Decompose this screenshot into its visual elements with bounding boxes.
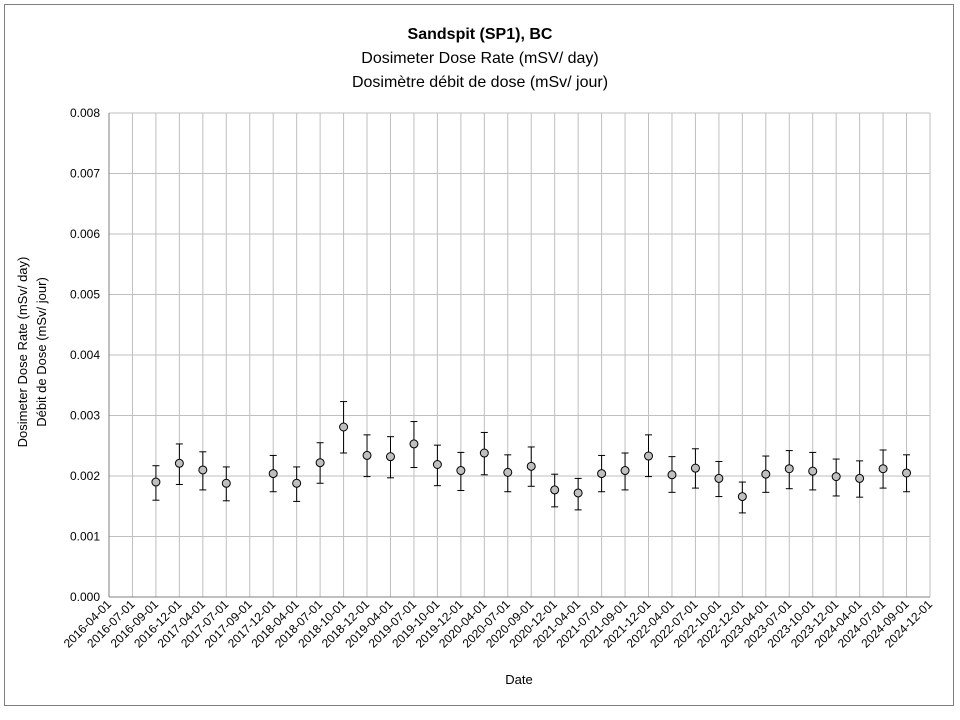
y-tick-label: 0.005 [70, 288, 100, 302]
y-axis-title-english: Dosimeter Dose Rate (mSv/ day) [15, 257, 30, 448]
data-point [174, 458, 184, 468]
data-point [456, 466, 466, 476]
data-point [151, 477, 161, 487]
x-axis-title: Date [505, 672, 532, 687]
chart-title: Sandspit (SP1), BC [407, 26, 553, 43]
data-point [597, 469, 607, 479]
y-tick-label: 0.003 [70, 409, 100, 423]
data-point [292, 478, 302, 488]
data-point [339, 422, 349, 432]
data-points [151, 422, 912, 502]
data-point [409, 439, 419, 449]
data-point [902, 468, 912, 478]
data-point [784, 464, 794, 474]
y-tick-label: 0.002 [70, 469, 100, 483]
data-point [714, 473, 724, 483]
data-point [667, 470, 677, 480]
y-tick-label: 0.008 [70, 106, 100, 120]
y-axis-title-french: Débit de Dose (mSv/ jour) [34, 277, 49, 427]
data-point [550, 485, 560, 495]
chart-subtitle-english: Dosimeter Dose Rate (mSV/ day) [361, 50, 599, 67]
x-tick-labels: 2016-04-012016-07-012016-09-012016-12-01… [61, 597, 936, 651]
y-tick-label: 0.001 [70, 530, 100, 544]
y-tick-label: 0.004 [70, 348, 100, 362]
horizontal-gridlines [108, 112, 930, 598]
y-tick-label: 0.006 [70, 227, 100, 241]
y-tick-label: 0.007 [70, 167, 100, 181]
data-point [315, 458, 325, 468]
data-point [644, 451, 654, 461]
data-point [690, 463, 700, 473]
data-point [620, 466, 630, 476]
data-point [808, 466, 818, 476]
data-point [479, 448, 489, 458]
data-point [432, 460, 442, 470]
data-point [761, 469, 771, 479]
data-point [385, 452, 395, 462]
data-point [737, 492, 747, 502]
chart-subtitle-french: Dosimètre débit de dose (mSv/ jour) [351, 74, 609, 91]
data-point [503, 467, 513, 477]
data-point [362, 450, 372, 460]
data-point [198, 465, 208, 475]
data-point [573, 488, 583, 498]
data-point [831, 472, 841, 482]
data-point [221, 478, 231, 488]
y-tick-labels: 0.000 0.001 0.002 0.003 0.004 0.005 0.006 0.007… [70, 106, 100, 604]
y-tick-label: 0.000 [70, 590, 100, 604]
data-point [268, 469, 278, 479]
data-point [855, 473, 865, 483]
data-point [878, 464, 888, 474]
data-point [526, 461, 536, 471]
